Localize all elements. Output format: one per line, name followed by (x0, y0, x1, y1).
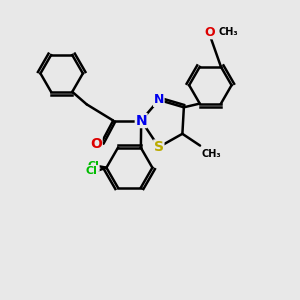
Text: N: N (135, 114, 147, 128)
Text: O: O (205, 26, 215, 39)
Text: Cl: Cl (86, 166, 98, 176)
Text: O: O (90, 137, 102, 151)
Text: N: N (154, 93, 164, 106)
Text: CH₃: CH₃ (202, 149, 221, 159)
Text: CH₃: CH₃ (219, 27, 238, 37)
Text: Cl: Cl (87, 161, 99, 171)
Text: S: S (154, 140, 164, 154)
